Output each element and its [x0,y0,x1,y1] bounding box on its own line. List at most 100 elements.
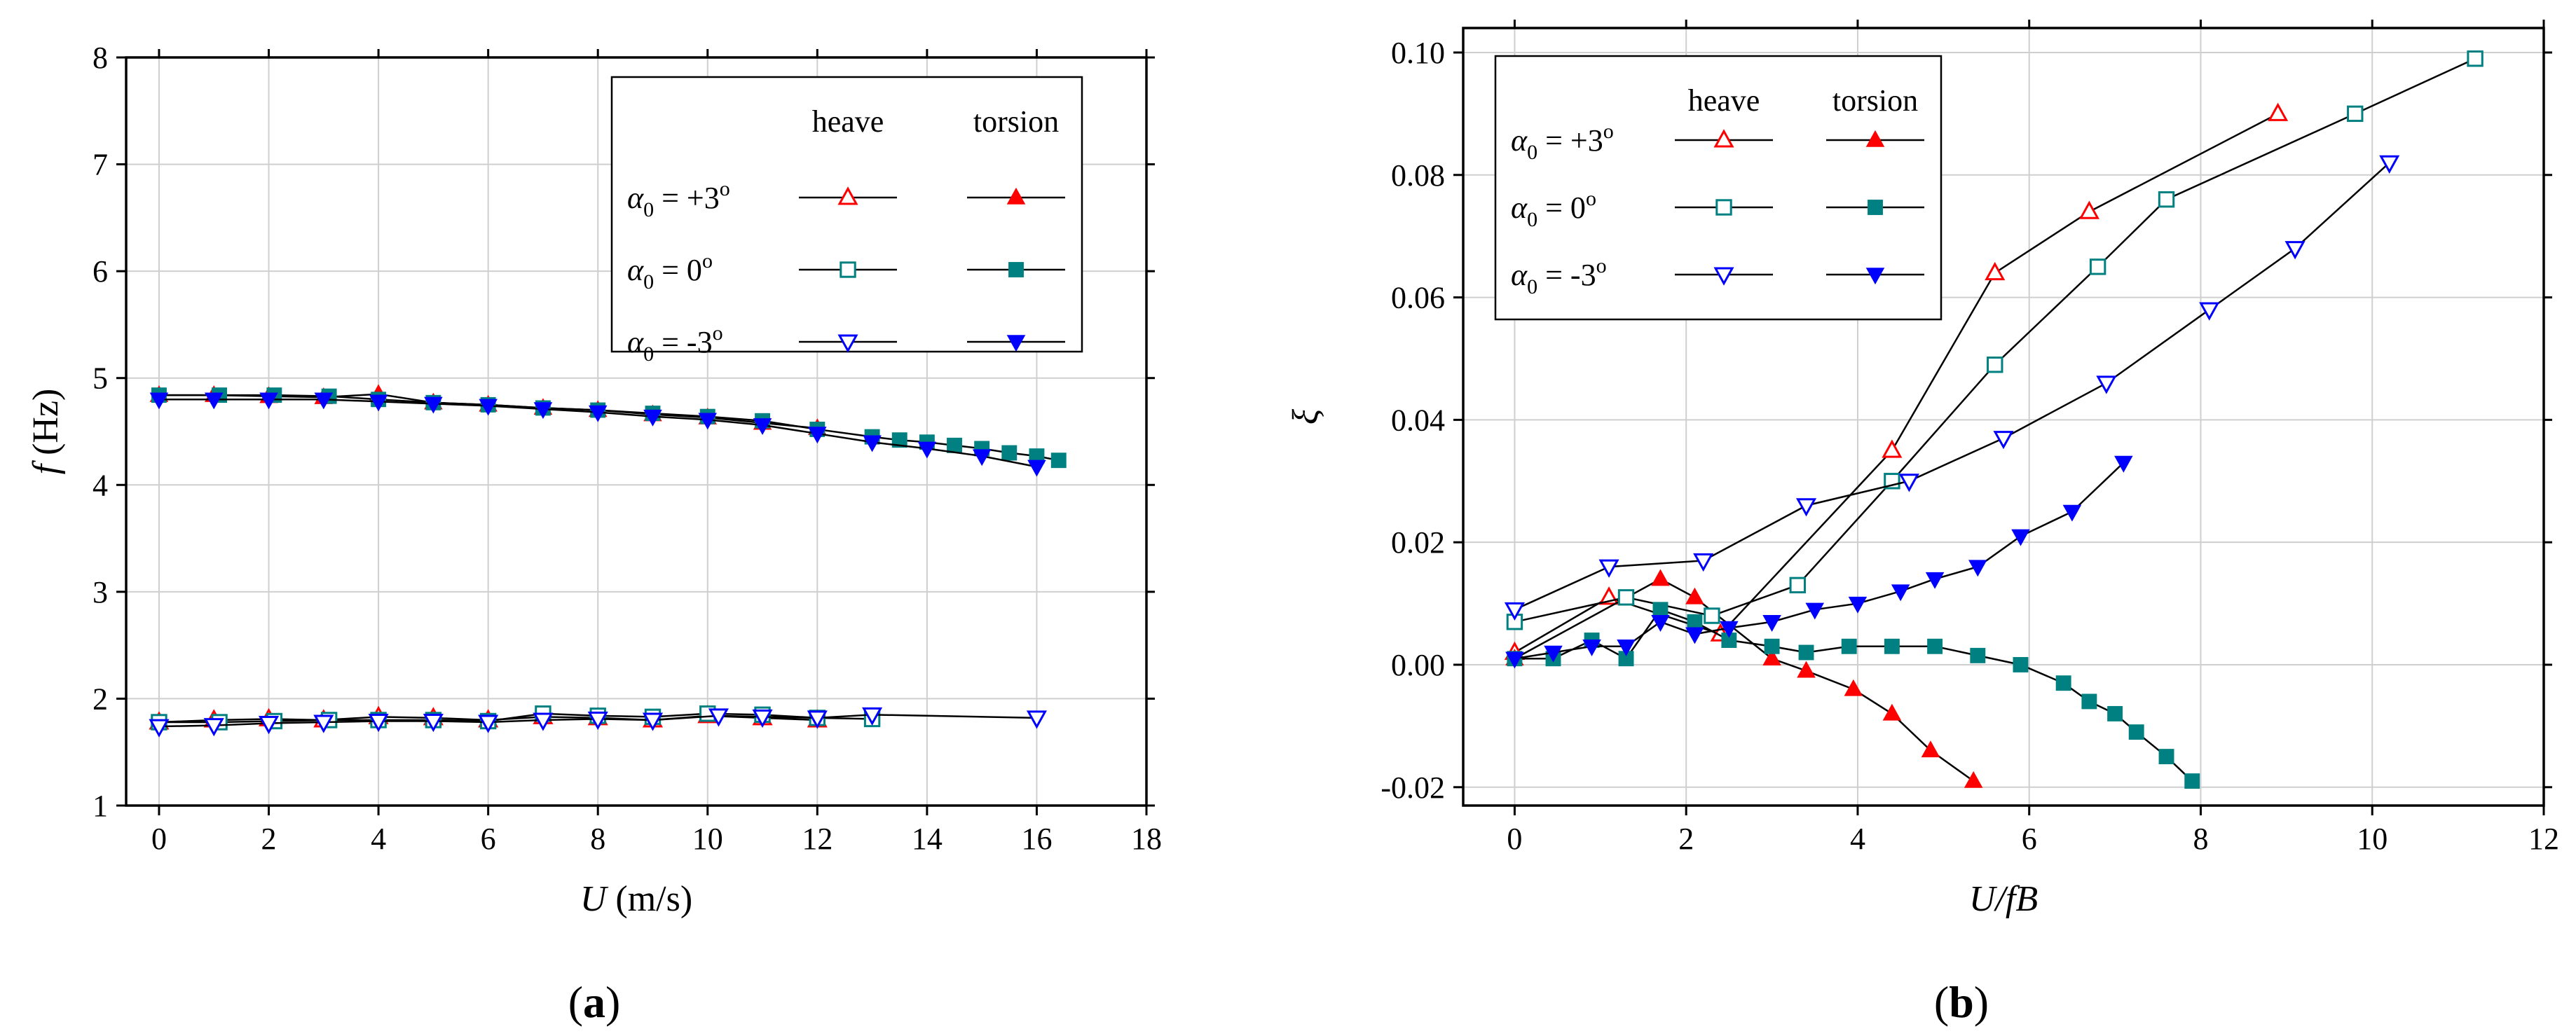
data-point [1898,474,1919,492]
degree-sign: o [702,249,713,272]
data-point [1693,553,1714,572]
legend-row-label: α0 = 0o [627,249,713,293]
data-point [1762,649,1781,665]
legend-torsion-marker [1006,335,1026,352]
alpha-subscript: 0 [643,343,654,366]
series-line [1514,462,2125,660]
y-tick-label: 5 [93,361,108,396]
data-point [1795,498,1817,517]
data-point [1617,640,1636,656]
data-point [1970,647,1986,663]
x-tick-label: 12 [802,822,833,856]
data-point [533,712,554,731]
data-point [1882,703,1902,721]
legend-torsion-marker [1865,130,1885,147]
data-point [259,392,278,410]
legend-heave-marker [1713,129,1734,148]
data-point [1617,589,1635,606]
data-point [1797,661,1816,678]
alpha-subscript: 0 [643,198,654,221]
panel-label: (a) [568,977,621,1027]
x-tick-label: 0 [1507,822,1522,856]
legend-row-label: α0 = 0o [1511,187,1596,231]
legend-heave-marker [840,261,856,278]
y-tick-label: 6 [93,254,108,289]
panel-label: (b) [1934,977,1989,1027]
data-point [1841,638,1857,654]
data-point [708,708,729,727]
y-tick-label: 0.06 [1391,281,1445,315]
data-point [2158,191,2175,208]
data-point [314,392,334,410]
data-point [1505,651,1524,669]
alpha-value: = +3 [1537,123,1603,158]
legend-header-heave: heave [1688,83,1760,118]
y-tick-label: 4 [93,468,108,502]
x-tick-label: 2 [1678,822,1694,856]
data-point [2199,302,2220,321]
data-point [1789,576,1806,594]
panel-label-open: ( [1934,977,1949,1027]
y-tick-label: 3 [93,575,108,609]
data-point [313,714,334,733]
data-point [2467,50,2483,67]
x-tick-label: 2 [261,822,277,856]
data-point [917,441,937,459]
data-point [863,435,882,453]
legend-row-label: α0 = +3o [1511,120,1614,164]
data-point [2081,693,2097,710]
data-point [149,392,169,410]
data-point [588,405,608,422]
degree-sign: o [1586,187,1596,210]
data-point [1651,569,1670,586]
data-point [1651,615,1670,632]
y-tick-label: 0.04 [1391,403,1445,437]
x-tick-label: 4 [371,822,386,856]
data-point [1844,679,1863,696]
data-point [2055,675,2071,691]
y-tick-label: -0.02 [1381,771,1445,805]
data-point [1720,621,1739,638]
series-4 [149,707,1047,738]
data-point [1884,638,1900,654]
data-point [2379,155,2400,174]
data-point [2347,105,2364,123]
data-point [2184,773,2200,789]
series-5 [149,392,1046,477]
series-2 [1506,50,2483,630]
x-tick-label: 0 [151,822,167,856]
x-tick-label: 10 [692,822,723,856]
x-axis-label: U/fB [1969,879,2038,919]
alpha-value: = +3 [654,181,720,215]
data-point [203,718,224,737]
y-tick-label: 8 [93,41,108,75]
series-3 [1507,602,2200,789]
data-point [1504,602,1525,621]
degree-sign: o [720,177,730,200]
alpha-value: = 0 [1537,191,1586,225]
legend-heave-marker [1715,199,1732,216]
data-point [808,427,827,444]
legend-header-heave: heave [812,104,884,139]
x-tick-label: 16 [1021,822,1052,856]
alpha-subscript: 0 [1527,141,1537,164]
axis-ticks: 0 2 4 6 8 10 12 -0.02 0.00 0.02 0.04 0.06 0.08 0.10 [1381,20,2559,856]
panel-label-close: ) [1974,977,1989,1027]
degree-sign: o [1603,120,1614,143]
degree-sign: o [713,322,723,345]
x-tick-label: 10 [2357,822,2387,856]
y-tick-label: 1 [93,789,108,823]
data-point [479,399,498,416]
x-tick-label: 4 [1850,822,1865,856]
data-point [423,713,444,733]
data-point [1762,615,1781,632]
data-point [368,713,389,733]
legend-torsion-marker [1868,200,1883,215]
legend-torsion-marker [1008,262,1024,277]
plot-frame [1462,27,2545,807]
panel-label-letter: b [1949,977,1974,1027]
data-point [2013,657,2029,672]
data-point [1652,602,1669,618]
data-point [2096,375,2117,394]
